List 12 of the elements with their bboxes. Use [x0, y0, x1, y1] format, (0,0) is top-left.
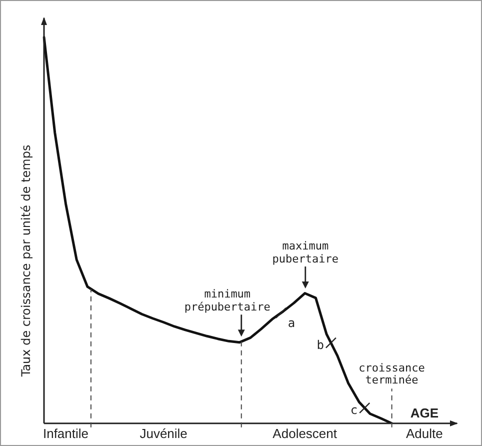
annotation: croissance terminée	[358, 362, 425, 387]
annotation: c	[350, 402, 358, 417]
annotation: minimum prépubertaire	[184, 288, 270, 314]
x-tick-label: Juvénile	[140, 426, 188, 441]
x-tick-label: Adolescent	[272, 426, 338, 441]
annotation: maximum pubertaire	[272, 240, 339, 266]
annotation: AGE	[410, 405, 439, 420]
annotation: a	[288, 316, 296, 330]
y-axis-title: Taux de croissance par unité de temps	[19, 144, 34, 378]
x-tick-label: Adulte	[406, 426, 443, 441]
annotation: b	[316, 338, 324, 352]
x-tick-label: Infantile	[42, 426, 89, 441]
